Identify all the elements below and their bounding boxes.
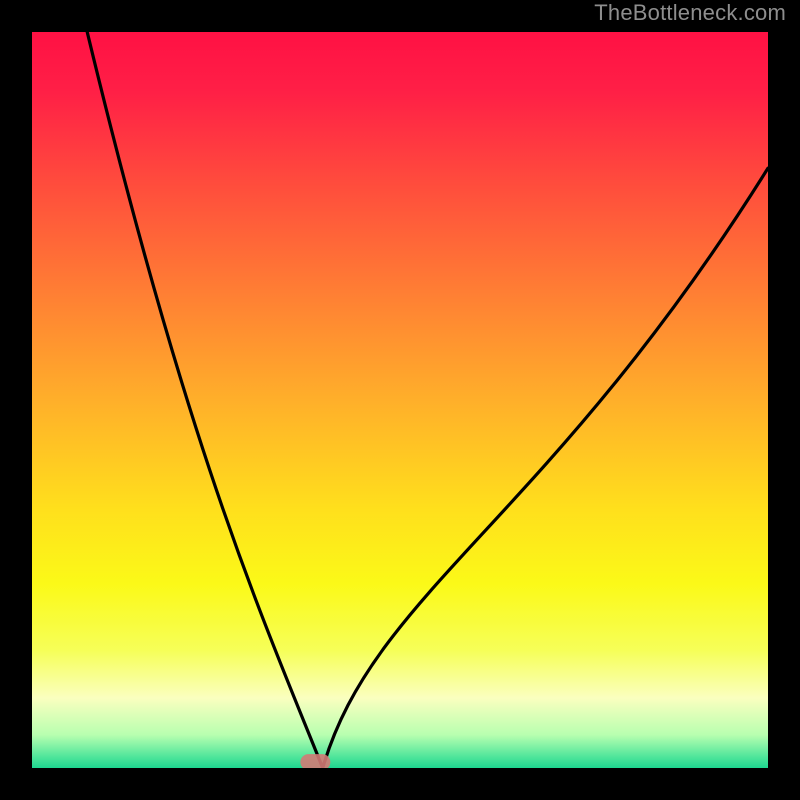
chart-background-gradient — [32, 32, 768, 768]
chart-container: TheBottleneck.com — [0, 0, 800, 800]
bottleneck-chart — [0, 0, 800, 800]
watermark-text: TheBottleneck.com — [594, 0, 786, 26]
optimal-point-marker — [300, 754, 330, 770]
